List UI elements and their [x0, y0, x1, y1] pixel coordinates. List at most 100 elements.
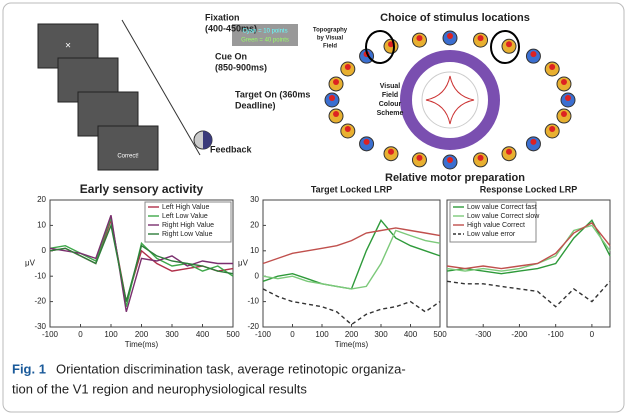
scheme-label: Scheme	[377, 110, 404, 117]
chart-title: Target Locked LRP	[311, 184, 392, 194]
screen-text: Correct!	[117, 154, 139, 160]
x-tick-label: 300	[374, 330, 388, 339]
series-line	[446, 221, 611, 270]
y-tick-label: -20	[247, 322, 259, 331]
y-tick-label: -20	[34, 297, 46, 306]
legend-box	[144, 201, 232, 243]
y-tick-label: 10	[37, 221, 46, 230]
task-screens: ×	[37, 19, 213, 171]
topo-spot	[344, 64, 351, 70]
topo-spot	[363, 138, 370, 145]
y-tick-label: -30	[34, 322, 46, 331]
scheme-label: Colour	[379, 101, 402, 108]
x-axis-label: Time(ms)	[335, 340, 369, 349]
series-line	[49, 214, 233, 312]
x-tick-label: 400	[196, 330, 210, 339]
legend-label: Right High Value	[162, 222, 214, 229]
caption-text: Orientation discrimination task, average…	[56, 361, 406, 376]
caption-label: Fig. 1	[12, 361, 46, 376]
topo-spot	[329, 95, 335, 101]
topo-spot	[549, 126, 556, 132]
x-tick-label: -100	[548, 330, 565, 339]
topo-spot	[477, 154, 484, 161]
topo-spot	[506, 148, 512, 155]
caption-text: tion of the V1 region and neurophysiolog…	[12, 381, 307, 396]
key-box	[232, 24, 298, 46]
colour-scheme	[421, 71, 479, 129]
topo-spot	[477, 35, 484, 42]
x-tick-label: -200	[511, 330, 528, 339]
topo-spot	[560, 111, 567, 118]
key-text: Cyan = 10 points	[242, 29, 287, 35]
chart-title: Response Locked LRP	[480, 184, 578, 194]
chart-title: Early sensory activity	[80, 182, 204, 196]
plot-area	[49, 199, 234, 328]
topo-spot	[333, 111, 340, 118]
topo-spot	[565, 95, 571, 101]
highlight	[490, 30, 520, 64]
task-step: (400-450ms)	[205, 23, 257, 33]
x-tick-label: 500	[226, 330, 240, 339]
y-tick-label: -10	[34, 271, 46, 280]
key-text: Green = 40 points	[241, 38, 289, 44]
legend-box	[449, 201, 537, 243]
topography-ring	[324, 30, 576, 170]
y-tick-label: 10	[250, 246, 259, 255]
task-step: Feedback	[210, 144, 253, 154]
x-tick-label: 100	[315, 330, 329, 339]
topo-spot	[530, 51, 537, 58]
x-tick-label: 400	[404, 330, 418, 339]
topo-label: Field	[323, 44, 337, 50]
topo-spot	[388, 148, 394, 155]
x-tick-label: 0	[290, 330, 295, 339]
x-tick-label: 300	[165, 330, 179, 339]
y-tick-label: 0	[42, 246, 47, 255]
y-tick-label: 0	[255, 271, 260, 280]
x-tick-label: 0	[590, 330, 595, 339]
topo-spot	[506, 41, 512, 48]
topo-title: Choice of stimulus locations	[380, 12, 530, 24]
legend-label: High value Correct	[467, 222, 525, 229]
legend-label: Left Low Value	[162, 213, 208, 220]
topo-spot	[549, 64, 556, 70]
legend-label: Low value Correct fast	[467, 204, 537, 211]
highlight	[365, 30, 395, 64]
task-step: Cue On	[215, 51, 247, 61]
x-tick-label: -300	[475, 330, 492, 339]
topo-label: by Visual	[317, 36, 344, 42]
y-tick-label: 30	[250, 195, 259, 204]
topo-subtitle: Relative motor preparation	[385, 172, 525, 184]
topo-label: Topography	[313, 28, 348, 34]
y-tick-label: 20	[37, 195, 46, 204]
series-line	[49, 222, 234, 302]
x-tick-label: 200	[135, 330, 149, 339]
y-axis-label: μV	[25, 259, 36, 268]
y-tick-label: 20	[250, 221, 259, 230]
y-axis-label: μV	[238, 259, 249, 268]
topo-spot	[388, 41, 394, 48]
scheme-star	[425, 75, 475, 125]
task-step: Fixation	[205, 12, 240, 22]
task-step: Target On (360ms	[235, 89, 310, 99]
topo-spot	[416, 35, 423, 42]
topo-spot	[344, 126, 351, 132]
legend-label: Left High Value	[162, 204, 209, 211]
scheme-label: Visual	[380, 83, 401, 90]
series-line	[262, 229, 441, 290]
y-tick-label: -10	[247, 297, 259, 306]
legend-label: Right Low Value	[162, 231, 213, 238]
scheme-label: Field	[382, 92, 398, 99]
x-axis-label: Time(ms)	[125, 340, 159, 349]
topo-spot	[560, 78, 567, 85]
x-tick-label: 0	[78, 330, 83, 339]
task-step: (850-900ms)	[215, 62, 267, 72]
legend-label: Low value Correct slow	[467, 213, 540, 220]
series-line	[262, 227, 441, 265]
legend-label: Low value error	[467, 231, 516, 238]
topo-spot	[416, 154, 423, 161]
topo-spot	[333, 78, 340, 85]
svg-text:×: ×	[65, 41, 71, 52]
x-tick-label: -100	[42, 330, 59, 339]
topo-spot	[530, 138, 537, 145]
